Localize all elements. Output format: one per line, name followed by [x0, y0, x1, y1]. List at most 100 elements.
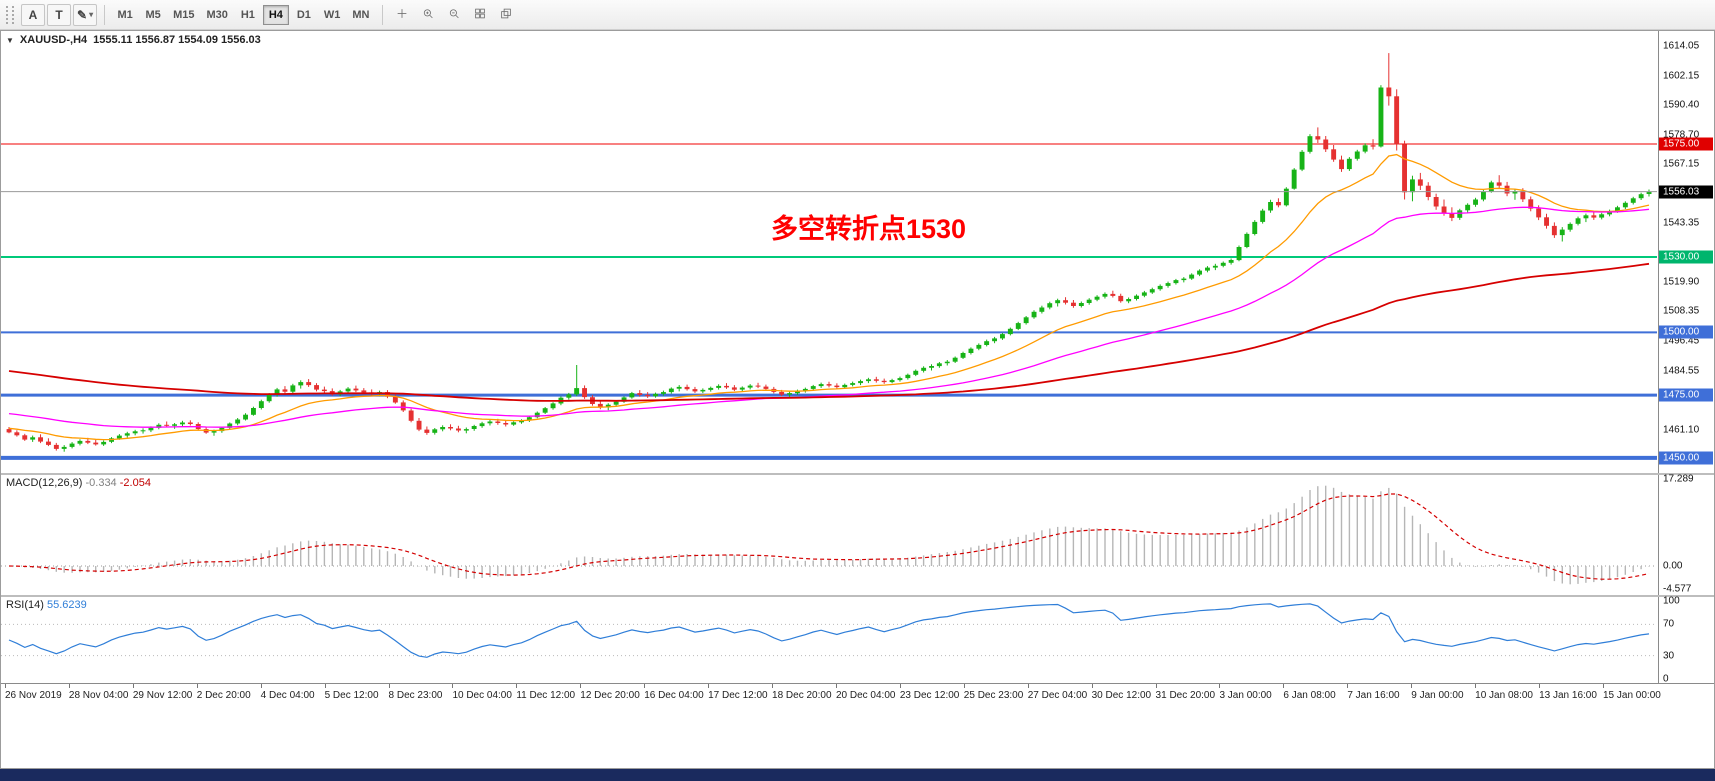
time-label: 28 Nov 04:00 — [68, 690, 129, 701]
timeframe-d1[interactable]: D1 — [291, 5, 317, 25]
panel-splitter[interactable] — [1, 595, 1714, 597]
main-chart-panel: 1614.05 1602.15 1590.40 1578.70 1567.15 1543.… — [1, 31, 1714, 473]
price-tick: 1543.35 — [1663, 217, 1700, 229]
time-label: 8 Dec 23:00 — [388, 690, 443, 701]
macd-axis-label: 0.00 — [1663, 560, 1683, 572]
time-label: 5 Dec 12:00 — [324, 690, 379, 701]
timeframe-m15[interactable]: M15 — [168, 5, 199, 25]
price-tick: 1614.05 — [1663, 40, 1700, 52]
time-tick — [1539, 684, 1541, 688]
price-tick: 1461.10 — [1663, 424, 1700, 436]
time-tick — [132, 684, 134, 688]
price-tick: 1590.40 — [1663, 99, 1700, 111]
time-tick — [963, 684, 965, 688]
time-label: 31 Dec 20:00 — [1155, 690, 1216, 701]
text-tool[interactable]: T — [47, 3, 71, 26]
panel-splitter[interactable] — [1, 473, 1714, 475]
empty-area — [1, 706, 1714, 768]
rsi-axis: 100 70 30 0 — [1658, 596, 1714, 685]
time-label: 30 Dec 12:00 — [1091, 690, 1152, 701]
time-tick — [388, 684, 390, 688]
price-level-badge[interactable]: 1575.00 — [1659, 137, 1713, 151]
time-label: 3 Jan 00:00 — [1219, 690, 1272, 701]
timeframe-m5[interactable]: M5 — [140, 5, 166, 25]
time-tick — [452, 684, 454, 688]
macd-name: MACD(12,26,9) — [6, 477, 83, 489]
time-label: 16 Dec 04:00 — [644, 690, 704, 701]
time-tick — [899, 684, 901, 688]
time-tick — [772, 684, 774, 688]
macd-signal-value: -2.054 — [119, 477, 151, 489]
time-axis[interactable]: 26 Nov 2019 28 Nov 04:00 29 Nov 12:00 2 Dec… — [1, 683, 1714, 706]
macd-main-value: -0.334 — [85, 477, 117, 489]
time-tick — [1283, 684, 1285, 688]
ma-fast — [8, 153, 1650, 441]
rsi-name: RSI(14) — [6, 599, 44, 611]
macd-axis: 17.289 0.00 -4.577 — [1658, 474, 1714, 595]
toolbar-separator — [381, 4, 383, 25]
timeframe-h1[interactable]: H1 — [235, 5, 261, 25]
time-tick — [1155, 684, 1157, 688]
time-tick — [196, 684, 198, 688]
drawing-tools-group: A T ✎ ▾ — [20, 3, 98, 26]
time-label: 10 Jan 08:00 — [1475, 690, 1533, 701]
rsi-value: 55.6239 — [46, 599, 87, 611]
time-tick — [708, 684, 710, 688]
time-label: 9 Jan 00:00 — [1411, 690, 1464, 701]
timeframe-m1[interactable]: M1 — [112, 5, 138, 25]
time-tick — [835, 684, 837, 688]
time-tick — [324, 684, 326, 688]
macd-axis-label: -4.577 — [1663, 583, 1692, 595]
price-tick: 1519.90 — [1663, 276, 1700, 288]
time-label: 18 Dec 20:00 — [772, 690, 832, 701]
time-label: 23 Dec 12:00 — [899, 690, 960, 701]
price-tick: 1484.55 — [1663, 365, 1700, 377]
rsi-line — [8, 603, 1650, 658]
timeframe-w1[interactable]: W1 — [319, 5, 346, 25]
current-price-badge: 1556.03 — [1659, 185, 1713, 199]
timeframe-h4[interactable]: H4 — [262, 4, 289, 25]
cascade-windows-icon[interactable] — [494, 3, 518, 25]
time-label: 27 Dec 04:00 — [1027, 690, 1088, 701]
price-tick: 1602.15 — [1663, 70, 1700, 82]
time-tick — [1091, 684, 1093, 688]
candlestick-chart[interactable] — [1, 31, 1657, 473]
time-label: 7 Jan 16:00 — [1347, 690, 1400, 701]
price-level-badge[interactable]: 1530.00 — [1659, 250, 1713, 264]
price-level-badge[interactable]: 1450.00 — [1659, 451, 1713, 465]
toolbar-grip[interactable] — [6, 5, 14, 24]
zoom-in-icon[interactable] — [416, 3, 440, 25]
price-tick: 1496.45 — [1663, 335, 1700, 347]
zoom-out-icon[interactable] — [442, 3, 466, 25]
crosshair-icon[interactable] — [390, 3, 414, 25]
time-label: 10 Dec 04:00 — [452, 690, 512, 701]
timeframe-mn[interactable]: MN — [347, 5, 374, 25]
cursor-tool[interactable]: A — [21, 3, 45, 26]
rsi-axis-label: 0 — [1663, 673, 1669, 685]
time-tick — [1603, 684, 1604, 688]
price-level-badge[interactable]: 1500.00 — [1659, 325, 1713, 339]
time-tick — [5, 684, 6, 688]
timeframe-m30[interactable]: M30 — [201, 5, 232, 25]
time-label: 6 Jan 08:00 — [1283, 690, 1336, 701]
rsi-axis-label: 30 — [1663, 650, 1675, 662]
chart-symbol-period: XAUUSD-,H4 — [19, 34, 88, 46]
ma-mid — [8, 206, 1650, 428]
price-level-badge[interactable]: 1475.00 — [1659, 388, 1713, 402]
price-axis[interactable]: 1614.05 1602.15 1590.40 1578.70 1567.15 1543.… — [1658, 31, 1714, 473]
macd-signal-line — [8, 493, 1650, 580]
annotation-text[interactable]: 多空转折点1530 — [771, 214, 967, 244]
time-label: 2 Dec 20:00 — [196, 690, 251, 701]
toolbar-separator — [104, 4, 106, 25]
rsi-chart[interactable] — [1, 597, 1657, 683]
tile-windows-icon[interactable] — [468, 3, 492, 25]
time-label: 15 Jan 00:00 — [1603, 690, 1661, 701]
macd-chart[interactable] — [1, 475, 1657, 595]
chart-ohlc-values: 1555.11 1556.87 1554.09 1556.03 — [93, 34, 261, 46]
timeframe-group: M1 M5 M15 M30 H1 H4 D1 W1 MN — [111, 4, 375, 25]
price-tick: 1508.35 — [1663, 305, 1700, 317]
draw-tool[interactable]: ✎ ▾ — [73, 3, 98, 26]
collapse-icon[interactable]: ▼ — [6, 35, 14, 45]
price-tick: 1567.15 — [1663, 158, 1700, 170]
time-tick — [644, 684, 646, 688]
